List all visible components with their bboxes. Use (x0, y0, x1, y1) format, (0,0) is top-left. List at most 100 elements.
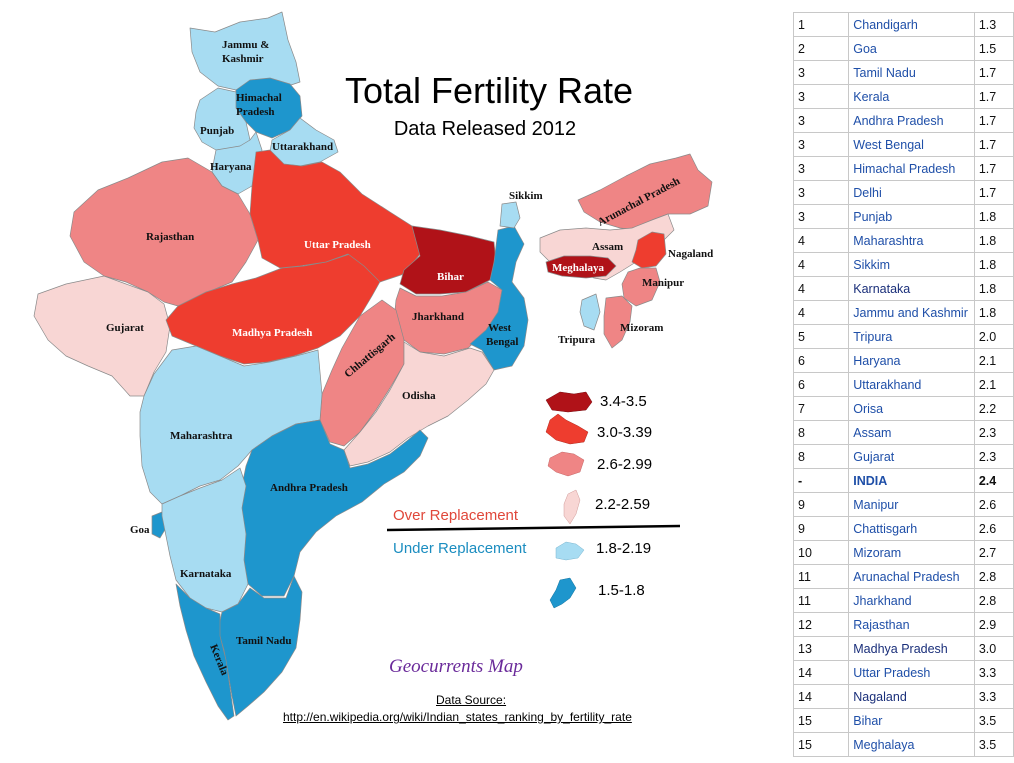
state-link[interactable]: Jharkhand (848, 588, 975, 613)
state-link[interactable]: Uttar Pradesh (848, 660, 975, 685)
state-link[interactable]: Assam (848, 420, 975, 445)
state-link[interactable]: Haryana (848, 348, 975, 373)
rank-cell: 3 (792, 84, 850, 109)
rank-cell: 15 (792, 708, 850, 733)
state-link[interactable]: INDIA (848, 468, 975, 493)
state-link[interactable]: Himachal Pradesh (848, 156, 975, 181)
state-link[interactable]: Jammu and Kashmir (848, 300, 975, 325)
legend-label-1: 3.4-3.5 (600, 393, 647, 410)
rank-cell: 1 (792, 12, 850, 37)
table-row: 4 Sikkim 1.8 (792, 252, 1014, 277)
fertility-ranking-table: 1 Chandigarh 1.3 2 Goa 1.5 3 Tamil Nadu 1.7 3 Kera… (792, 12, 1014, 763)
tfr-cell: 3.5 (973, 732, 1014, 757)
state-link[interactable]: Madhya Pradesh (848, 636, 975, 661)
legend-swatch-maha-shape (555, 541, 585, 561)
state-link[interactable]: Bihar (848, 708, 975, 733)
state-link[interactable]: Rajasthan (848, 612, 975, 637)
state-link[interactable]: Meghalaya (848, 732, 975, 757)
state-link[interactable]: Andhra Pradesh (848, 108, 975, 133)
table-row: 14 Nagaland 3.3 (792, 684, 1014, 709)
tfr-cell: 2.8 (973, 588, 1014, 613)
tfr-cell: 1.3 (973, 12, 1014, 37)
under-replacement-label: Under Replacement (393, 540, 527, 557)
legend-label-5: 1.8-2.19 (596, 540, 652, 557)
replacement-divider (386, 524, 681, 532)
tfr-cell: 1.8 (973, 276, 1014, 301)
label-jharkhand: Jharkhand (412, 311, 464, 323)
map-credit: Geocurrents Map (389, 656, 523, 677)
table-row: 9 Manipur 2.6 (792, 492, 1014, 517)
rank-cell: 11 (792, 564, 850, 589)
label-andhra-pradesh: Andhra Pradesh (270, 482, 348, 494)
table-row: 7 Orisa 2.2 (792, 396, 1014, 421)
state-link[interactable]: Kerala (848, 84, 975, 109)
state-link[interactable]: Orisa (848, 396, 975, 421)
state-west-bengal (469, 225, 529, 371)
table-row: 3 Andhra Pradesh 1.7 (792, 108, 1014, 133)
table-row: 3 Himachal Pradesh 1.7 (792, 156, 1014, 181)
state-link[interactable]: Tamil Nadu (848, 60, 975, 85)
state-uttar-pradesh (249, 149, 421, 283)
state-link[interactable]: Sikkim (848, 252, 975, 277)
rank-cell: 8 (792, 444, 850, 469)
state-karnataka (161, 467, 249, 613)
rank-cell: 2 (792, 36, 850, 61)
table-row: 4 Jammu and Kashmir 1.8 (792, 300, 1014, 325)
state-link[interactable]: Maharashtra (848, 228, 975, 253)
table-row: 12 Rajasthan 2.9 (792, 612, 1014, 637)
table-row: 15 Meghalaya 3.5 (792, 732, 1014, 757)
data-source-label: Data Source: (436, 693, 507, 707)
state-link[interactable]: Karnataka (848, 276, 975, 301)
state-link[interactable]: Uttarakhand (848, 372, 975, 397)
legend-label-3: 2.6-2.99 (597, 456, 653, 473)
data-source-link[interactable]: http://en.wikipedia.org/wiki/Indian_stat… (283, 710, 632, 724)
state-link[interactable]: Mizoram (848, 540, 975, 565)
tfr-cell: 1.8 (973, 228, 1014, 253)
rank-cell: 4 (792, 300, 850, 325)
legend-swatch-ap-shape (549, 577, 577, 609)
state-mizoram (603, 295, 633, 349)
tfr-cell: 1.8 (973, 252, 1014, 277)
state-nagaland (631, 231, 667, 269)
state-link[interactable]: Gujarat (848, 444, 975, 469)
state-link[interactable]: Punjab (848, 204, 975, 229)
state-link[interactable]: Arunachal Pradesh (848, 564, 975, 589)
india-fertility-map: Jammu & Kashmir Himachal Pradesh Punjab … (33, 11, 713, 721)
label-west-bengal: West (488, 322, 512, 334)
state-arunachal-pradesh (577, 153, 713, 231)
page-title: Total Fertility Rate (344, 70, 634, 111)
table-row: 13 Madhya Pradesh 3.0 (792, 636, 1014, 661)
tfr-cell: 2.8 (973, 564, 1014, 589)
tfr-cell: 1.7 (973, 156, 1014, 181)
label-uttarakhand: Uttarakhand (272, 141, 333, 153)
table-row: 1 Chandigarh 1.3 (792, 12, 1014, 37)
label-gujarat: Gujarat (106, 322, 144, 334)
label-tamil-nadu: Tamil Nadu (236, 635, 292, 647)
rank-cell: 7 (792, 396, 850, 421)
rank-cell: 9 (792, 516, 850, 541)
tfr-cell: 1.7 (973, 180, 1014, 205)
tfr-cell: 1.5 (973, 36, 1014, 61)
table-row: - INDIA 2.4 (792, 468, 1014, 493)
label-himachal-pradesh: Himachal (236, 92, 282, 104)
table-body: 1 Chandigarh 1.3 2 Goa 1.5 3 Tamil Nadu 1.7 3 Kera… (792, 12, 1014, 757)
state-link[interactable]: Tripura (848, 324, 975, 349)
label-meghalaya: Meghalaya (552, 262, 604, 274)
state-gujarat (33, 275, 171, 397)
table-row: 3 Delhi 1.7 (792, 180, 1014, 205)
state-link[interactable]: Manipur (848, 492, 975, 517)
label-jammu-kashmir: Jammu & (222, 39, 269, 51)
label-sikkim: Sikkim (509, 190, 543, 202)
state-link[interactable]: West Bengal (848, 132, 975, 157)
state-link[interactable]: Delhi (848, 180, 975, 205)
tfr-cell: 2.3 (973, 444, 1014, 469)
tfr-cell: 2.3 (973, 420, 1014, 445)
state-link[interactable]: Nagaland (848, 684, 975, 709)
table-row: 14 Uttar Pradesh 3.3 (792, 660, 1014, 685)
label-tripura: Tripura (558, 334, 596, 346)
state-link[interactable]: Chandigarh (848, 12, 975, 37)
state-link[interactable]: Chattisgarh (848, 516, 975, 541)
table-row: 10 Mizoram 2.7 (792, 540, 1014, 565)
tfr-cell: 3.3 (973, 660, 1014, 685)
state-link[interactable]: Goa (848, 36, 975, 61)
